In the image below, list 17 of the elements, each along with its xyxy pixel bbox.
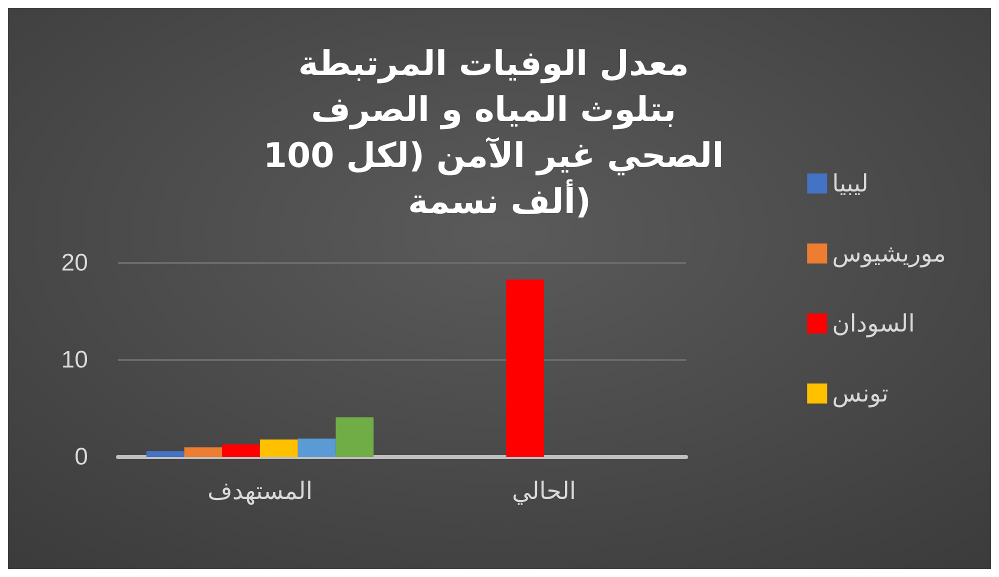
x-tick-label: الحالي — [512, 477, 576, 505]
legend-label: تونس — [832, 380, 888, 408]
y-tick-label: 10 — [61, 346, 88, 374]
bar — [298, 438, 336, 457]
legend-label: السودان — [832, 310, 915, 338]
bar — [146, 451, 184, 457]
legend-label: موريشيوس — [832, 240, 946, 268]
legend-label: ليبيا — [832, 170, 868, 198]
bar — [260, 440, 298, 457]
chart-title: معدل الوفيات المرتبطة بتلوث المياه و الصرف الصحي غير الآمن (لكل 100 ألف نسمة) — [263, 44, 736, 222]
bar — [336, 417, 374, 457]
y-tick-label: 0 — [74, 444, 88, 470]
y-tick-label: 20 — [61, 250, 88, 276]
bar — [184, 447, 222, 457]
bar — [506, 279, 544, 457]
x-tick-label: المستهدف — [207, 477, 313, 505]
bar — [222, 444, 260, 457]
